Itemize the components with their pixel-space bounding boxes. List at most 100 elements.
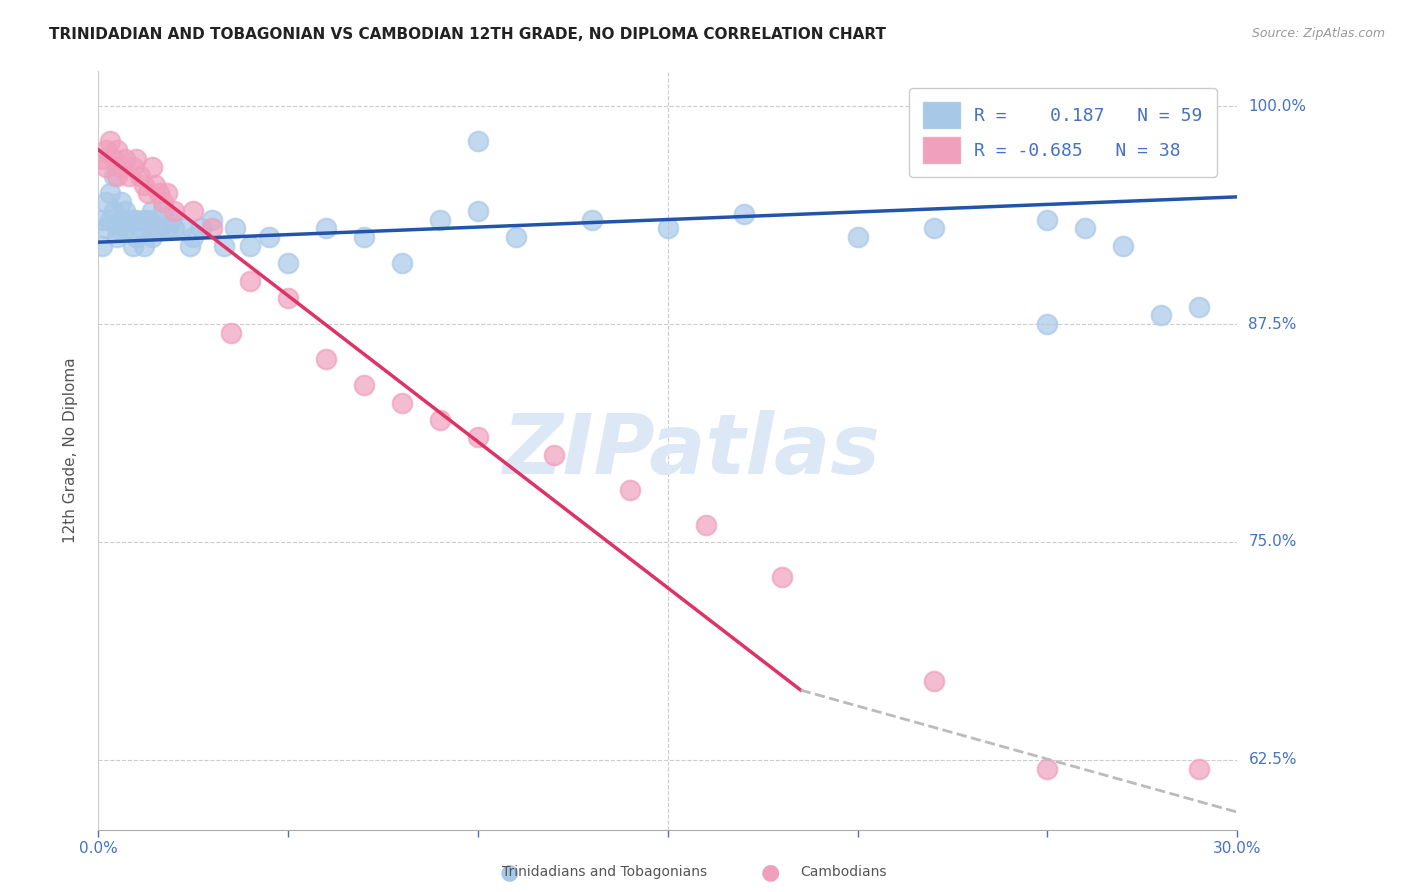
Point <box>467 134 489 148</box>
Point <box>94 195 117 210</box>
Text: 100.0%: 100.0% <box>1249 99 1306 113</box>
Point <box>315 221 337 235</box>
Point <box>125 230 148 244</box>
Point <box>118 169 141 183</box>
Point <box>145 221 167 235</box>
Point <box>125 152 148 166</box>
Point <box>695 517 717 532</box>
Text: ●: ● <box>761 863 780 882</box>
Point <box>770 570 793 584</box>
Point <box>183 230 205 244</box>
Point <box>91 238 114 252</box>
Point <box>103 152 125 166</box>
Point <box>733 207 755 221</box>
Point <box>183 203 205 218</box>
Point <box>259 230 281 244</box>
Point <box>1036 317 1059 331</box>
Point <box>179 238 201 252</box>
Point <box>98 212 121 227</box>
Point <box>152 203 174 218</box>
Point <box>391 395 413 409</box>
Point <box>129 169 152 183</box>
Legend: R =    0.187   N = 59, R = -0.685   N = 38: R = 0.187 N = 59, R = -0.685 N = 38 <box>910 88 1216 177</box>
Point <box>136 186 159 201</box>
Text: ZIPatlas: ZIPatlas <box>502 410 880 491</box>
Point <box>581 212 603 227</box>
Point <box>114 203 136 218</box>
Point <box>141 160 163 174</box>
Point <box>505 230 527 244</box>
Point <box>114 152 136 166</box>
Point <box>1188 300 1211 314</box>
Point <box>136 212 159 227</box>
Point <box>103 203 125 218</box>
Point <box>429 212 451 227</box>
Point <box>543 448 565 462</box>
Point <box>148 221 170 235</box>
Point <box>846 230 869 244</box>
Point <box>110 212 132 227</box>
Point <box>107 230 129 244</box>
Point <box>118 212 141 227</box>
Point <box>132 212 155 227</box>
Text: 62.5%: 62.5% <box>1249 752 1296 767</box>
Text: Cambodians: Cambodians <box>800 865 887 880</box>
Point <box>110 195 132 210</box>
Point <box>201 221 224 235</box>
Point <box>103 169 125 183</box>
Point <box>467 203 489 218</box>
Point <box>91 212 114 227</box>
Point <box>141 230 163 244</box>
Point <box>190 221 212 235</box>
Point <box>121 238 143 252</box>
Point <box>221 326 243 340</box>
Point <box>353 230 375 244</box>
Point <box>107 169 129 183</box>
Point <box>922 221 945 235</box>
Point <box>141 203 163 218</box>
Point <box>163 221 186 235</box>
Point <box>391 256 413 270</box>
Point <box>1112 238 1135 252</box>
Point <box>224 221 246 235</box>
Point <box>467 430 489 444</box>
Point <box>94 160 117 174</box>
Point <box>121 212 143 227</box>
Point <box>277 291 299 305</box>
Point <box>353 378 375 392</box>
Point <box>239 273 262 287</box>
Point <box>107 221 129 235</box>
Point <box>619 483 641 497</box>
Point <box>148 186 170 201</box>
Point <box>132 178 155 192</box>
Point <box>212 238 235 252</box>
Point <box>94 143 117 157</box>
Text: 87.5%: 87.5% <box>1249 317 1296 332</box>
Text: Source: ZipAtlas.com: Source: ZipAtlas.com <box>1251 27 1385 40</box>
Point <box>239 238 262 252</box>
Point <box>201 212 224 227</box>
Point <box>1188 762 1211 776</box>
Point <box>129 221 152 235</box>
Text: TRINIDADIAN AND TOBAGONIAN VS CAMBODIAN 12TH GRADE, NO DIPLOMA CORRELATION CHART: TRINIDADIAN AND TOBAGONIAN VS CAMBODIAN … <box>49 27 886 42</box>
Text: Trinidadians and Tobagonians: Trinidadians and Tobagonians <box>502 865 707 880</box>
Point <box>1150 309 1173 323</box>
Point <box>114 221 136 235</box>
Point <box>91 152 114 166</box>
Text: ●: ● <box>499 863 519 882</box>
Point <box>315 351 337 366</box>
Point <box>657 221 679 235</box>
Point <box>156 186 179 201</box>
Point <box>163 203 186 218</box>
Point <box>1074 221 1097 235</box>
Point <box>132 238 155 252</box>
Point <box>922 674 945 689</box>
Point <box>1036 212 1059 227</box>
Point <box>152 195 174 210</box>
Point <box>429 413 451 427</box>
Y-axis label: 12th Grade, No Diploma: 12th Grade, No Diploma <box>63 358 77 543</box>
Point <box>277 256 299 270</box>
Point <box>98 134 121 148</box>
Point <box>159 212 181 227</box>
Point <box>125 212 148 227</box>
